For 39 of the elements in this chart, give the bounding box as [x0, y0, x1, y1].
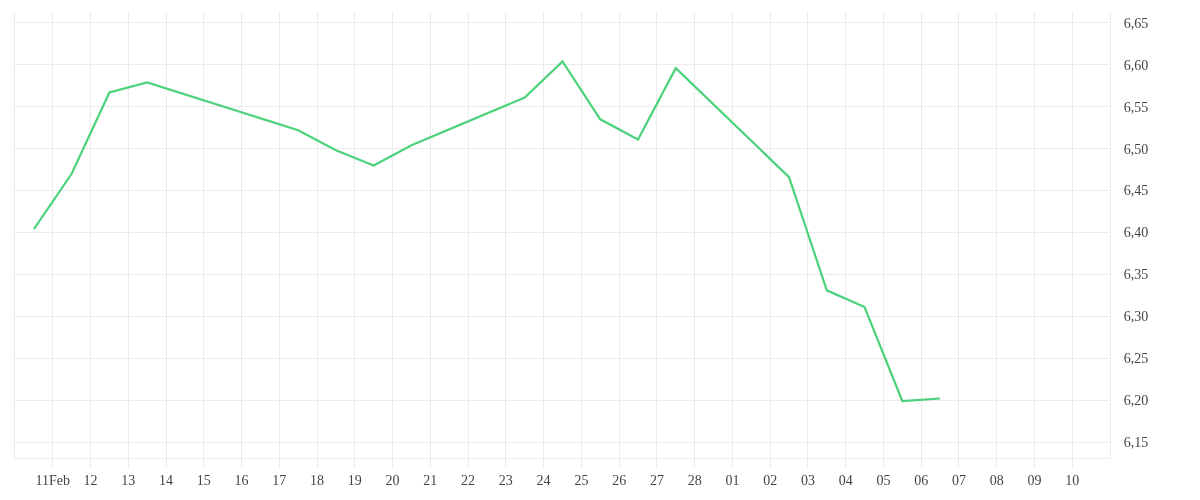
x-tick-label: 22: [461, 472, 476, 488]
x-tick-label: 26: [612, 472, 627, 488]
y-tick-label: 6,65: [1123, 15, 1149, 31]
x-tick-label: 17: [272, 472, 287, 488]
x-tick-label: 03: [800, 472, 815, 488]
x-tick-label: 11Feb: [35, 472, 70, 488]
y-tick-label: 6,60: [1123, 57, 1149, 73]
x-tick-label: 28: [687, 472, 702, 488]
x-tick-label: 27: [649, 472, 664, 488]
y-tick-label: 6,40: [1123, 225, 1149, 241]
x-tick-label: 05: [876, 472, 891, 488]
x-tick-label: 06: [914, 472, 929, 488]
x-tick-label: 20: [385, 472, 400, 488]
x-tick-label: 19: [347, 472, 362, 488]
y-tick-label: 6,25: [1123, 351, 1149, 367]
y-tick-label: 6,45: [1123, 183, 1149, 199]
x-tick-label: 01: [725, 472, 740, 488]
x-tick-label: 16: [234, 472, 249, 488]
x-tick-label: 25: [574, 472, 589, 488]
x-tick-label: 04: [838, 472, 853, 488]
y-tick-label: 6,35: [1123, 267, 1149, 283]
x-tick-label: 07: [951, 472, 966, 488]
y-tick-label: 6,30: [1123, 309, 1149, 325]
y-tick-label: 6,20: [1123, 393, 1149, 409]
x-tick-label: 10: [1065, 472, 1080, 488]
x-tick-label: 23: [498, 472, 513, 488]
x-tick-label: 24: [536, 472, 551, 488]
y-tick-label: 6,50: [1123, 141, 1149, 157]
y-tick-label: 6,55: [1123, 99, 1149, 115]
x-tick-label: 02: [763, 472, 778, 488]
y-tick-label: 6,15: [1123, 434, 1149, 450]
x-tick-label: 09: [1027, 472, 1042, 488]
x-tick-label: 21: [423, 472, 438, 488]
x-tick-label: 12: [83, 472, 98, 488]
x-tick-label: 15: [196, 472, 211, 488]
x-tick-label: 13: [121, 472, 136, 488]
x-tick-label: 14: [159, 472, 174, 488]
x-tick-label: 08: [989, 472, 1004, 488]
x-tick-label: 18: [310, 472, 325, 488]
